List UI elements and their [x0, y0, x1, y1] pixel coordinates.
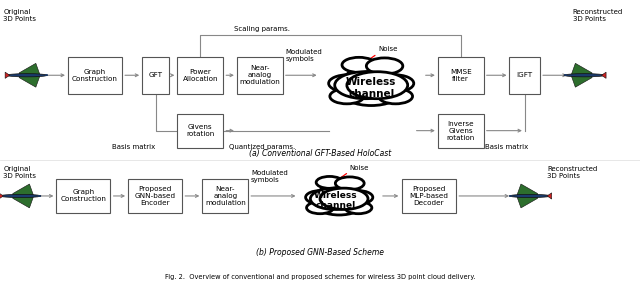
Circle shape: [307, 202, 333, 214]
Text: Scaling params.: Scaling params.: [234, 26, 290, 32]
Circle shape: [310, 188, 358, 210]
Text: Modulated
symbols: Modulated symbols: [251, 170, 287, 183]
FancyBboxPatch shape: [202, 179, 248, 213]
Polygon shape: [547, 193, 552, 199]
Circle shape: [375, 75, 414, 92]
Circle shape: [335, 72, 396, 99]
FancyBboxPatch shape: [402, 179, 456, 213]
FancyBboxPatch shape: [438, 114, 484, 148]
FancyBboxPatch shape: [438, 57, 484, 94]
Text: Quantized params.: Quantized params.: [229, 144, 296, 150]
Circle shape: [320, 188, 368, 210]
Text: Near-
analog
modulation: Near- analog modulation: [239, 65, 280, 85]
Text: Givens
rotation: Givens rotation: [186, 124, 214, 137]
Text: Power
Allocation: Power Allocation: [182, 69, 218, 82]
Text: Proposed
GNN-based
Encoder: Proposed GNN-based Encoder: [134, 186, 175, 206]
Circle shape: [378, 89, 413, 104]
FancyBboxPatch shape: [237, 57, 283, 94]
Circle shape: [316, 195, 362, 215]
Circle shape: [347, 72, 408, 99]
Text: Graph
Construction: Graph Construction: [72, 69, 118, 82]
Circle shape: [346, 66, 397, 89]
Circle shape: [342, 57, 376, 72]
Polygon shape: [19, 63, 40, 87]
Text: Original
3D Points: Original 3D Points: [3, 9, 36, 22]
Text: (a) Conventional GFT-Based HoloCast: (a) Conventional GFT-Based HoloCast: [249, 149, 391, 158]
Text: Reconstructed
3D Points: Reconstructed 3D Points: [547, 166, 598, 179]
Text: IGFT: IGFT: [516, 72, 533, 78]
Circle shape: [306, 191, 337, 204]
Text: Modulated
symbols: Modulated symbols: [285, 49, 322, 62]
Text: Wireless
channel: Wireless channel: [346, 77, 396, 99]
Ellipse shape: [564, 74, 605, 77]
Polygon shape: [572, 63, 592, 87]
Ellipse shape: [509, 194, 550, 198]
Text: (b) Proposed GNN-Based Scheme: (b) Proposed GNN-Based Scheme: [256, 248, 384, 257]
Text: Graph
Construction: Graph Construction: [60, 189, 106, 202]
Polygon shape: [602, 72, 606, 78]
FancyBboxPatch shape: [67, 57, 122, 94]
Circle shape: [319, 184, 360, 202]
Polygon shape: [13, 184, 33, 208]
Circle shape: [335, 177, 364, 190]
Ellipse shape: [6, 74, 47, 77]
Circle shape: [316, 176, 343, 188]
FancyBboxPatch shape: [142, 57, 169, 94]
Circle shape: [328, 75, 367, 92]
Text: GFT: GFT: [148, 72, 163, 78]
FancyBboxPatch shape: [56, 179, 110, 213]
Text: Near-
analog
modulation: Near- analog modulation: [205, 186, 246, 206]
Circle shape: [342, 191, 372, 204]
Text: Inverse
Givens
rotation: Inverse Givens rotation: [447, 121, 475, 141]
Circle shape: [345, 202, 372, 214]
Text: Original
3D Points: Original 3D Points: [3, 166, 36, 179]
Circle shape: [330, 89, 364, 104]
FancyBboxPatch shape: [177, 57, 223, 94]
Text: Fig. 2.  Overview of conventional and proposed schemes for wireless 3D point clo: Fig. 2. Overview of conventional and pro…: [165, 274, 475, 280]
Ellipse shape: [0, 194, 41, 198]
Text: Noise: Noise: [378, 46, 398, 52]
Text: MMSE
filter: MMSE filter: [450, 69, 472, 82]
Circle shape: [366, 58, 403, 74]
Polygon shape: [517, 184, 538, 208]
Text: Proposed
MLP-based
Decoder: Proposed MLP-based Decoder: [410, 186, 448, 206]
Polygon shape: [5, 72, 10, 78]
Text: Noise: Noise: [349, 165, 369, 171]
Circle shape: [342, 80, 401, 106]
FancyBboxPatch shape: [509, 57, 540, 94]
FancyBboxPatch shape: [128, 179, 182, 213]
Text: Basis matrix: Basis matrix: [485, 144, 529, 150]
Text: Basis matrix: Basis matrix: [112, 144, 156, 150]
Polygon shape: [0, 193, 3, 199]
Text: Wireless
channel: Wireless channel: [314, 191, 358, 210]
FancyBboxPatch shape: [177, 114, 223, 148]
Text: Reconstructed
3D Points: Reconstructed 3D Points: [573, 9, 623, 22]
